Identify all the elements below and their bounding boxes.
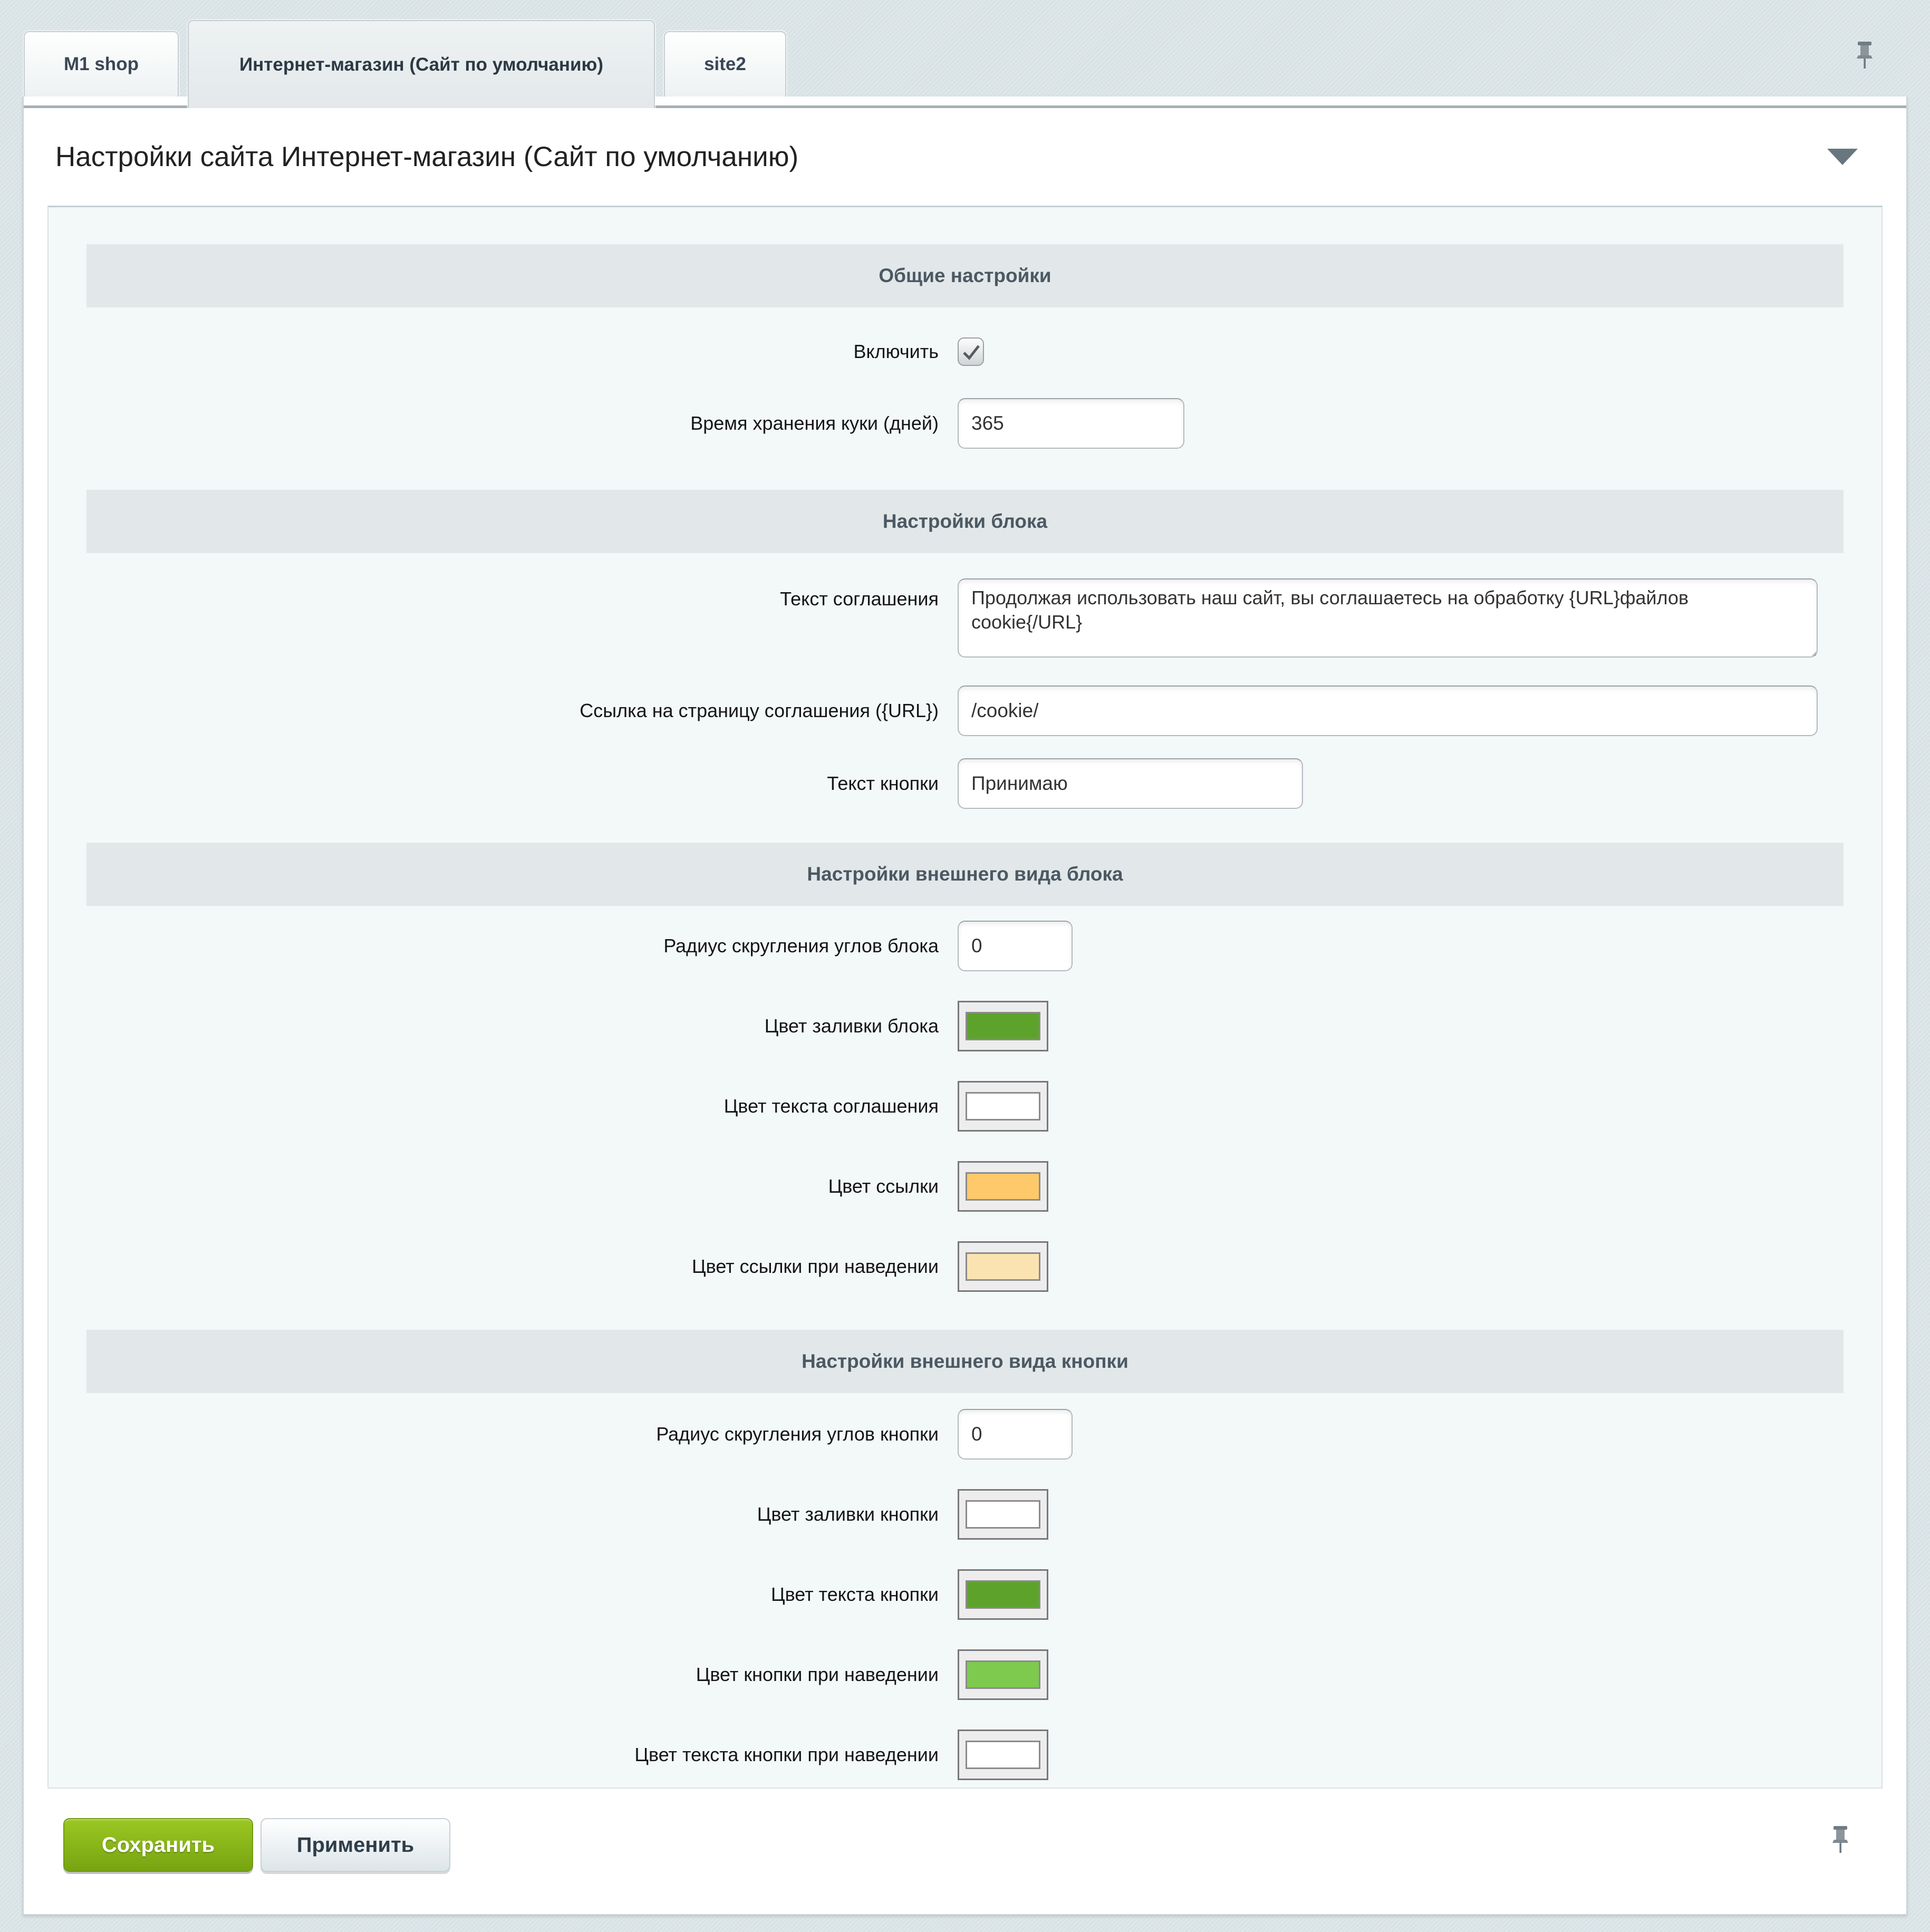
field-label: Цвет текста кнопки при наведении [634,1744,939,1765]
tab-m1-shop[interactable]: M1 shop [24,31,179,96]
settings-form: Общие настройки Включить Время хранения … [47,206,1883,1789]
apply-button[interactable]: Применить [260,1818,450,1872]
pin-icon[interactable] [1854,41,1875,76]
field-row-enable: Включить [86,326,1844,377]
page-title: Настройки сайта Интернет-магазин (Сайт п… [55,141,799,172]
color-chip [966,1252,1040,1281]
field-label: Цвет ссылки [828,1175,939,1197]
field-row-link-color: Цвет ссылки [86,1161,1844,1212]
section-header-button-appearance: Настройки внешнего вида кнопки [86,1330,1844,1393]
button-text-color-picker[interactable] [958,1569,1048,1620]
button-text-hover-color-picker[interactable] [958,1730,1048,1780]
field-row-agreement-text-color: Цвет текста соглашения [86,1081,1844,1132]
color-chip [966,1660,1040,1689]
button-text-input[interactable] [958,758,1303,809]
form-footer: Сохранить Применить [24,1789,1906,1914]
cookie-days-input[interactable] [958,398,1184,449]
save-button[interactable]: Сохранить [63,1818,253,1872]
tab-internet-magazin[interactable]: Интернет-магазин (Сайт по умолчанию) [187,20,655,108]
link-hover-color-picker[interactable] [958,1241,1048,1292]
chevron-down-icon[interactable] [1827,149,1858,165]
agreement-link-input[interactable] [958,685,1818,736]
button-hover-color-picker[interactable] [958,1649,1048,1700]
color-chip [966,1012,1040,1040]
button-fill-color-picker[interactable] [958,1489,1048,1540]
tab-label: Интернет-магазин (Сайт по умолчанию) [239,54,604,75]
tab-label: M1 shop [64,54,139,74]
field-row-agreement-text: Текст соглашения Продолжая использовать … [86,578,1844,660]
field-label: Радиус скругления углов блока [663,935,939,957]
color-chip [966,1172,1040,1201]
field-label: Цвет ссылки при наведении [691,1255,939,1277]
field-row-button-hover-color: Цвет кнопки при наведении [86,1649,1844,1700]
section-title: Настройки внешнего вида кнопки [802,1350,1128,1372]
field-row-link-hover-color: Цвет ссылки при наведении [86,1241,1844,1292]
section-header-block: Настройки блока [86,490,1844,553]
field-row-cookie-days: Время хранения куки (дней) [86,398,1844,449]
field-label: Цвет заливки кнопки [757,1503,939,1525]
link-color-picker[interactable] [958,1161,1048,1212]
pin-icon[interactable] [1830,1825,1851,1861]
settings-panel: Настройки сайта Интернет-магазин (Сайт п… [23,96,1907,1915]
field-row-block-fill-color: Цвет заливки блока [86,1001,1844,1051]
section-header-general: Общие настройки [86,244,1844,307]
section-title: Общие настройки [879,265,1051,286]
section-title: Настройки блока [882,510,1048,532]
section-header-block-appearance: Настройки внешнего вида блока [86,843,1844,906]
tab-site2[interactable]: site2 [664,31,786,96]
field-row-button-radius: Радиус скругления углов кнопки [86,1409,1844,1460]
site-tab-strip: M1 shop Интернет-магазин (Сайт по умолча… [0,0,1930,108]
field-row-block-radius: Радиус скругления углов блока [86,921,1844,971]
block-fill-color-picker[interactable] [958,1001,1048,1051]
field-label: Цвет текста соглашения [723,1095,939,1117]
button-radius-input[interactable] [958,1409,1073,1460]
field-row-button-fill-color: Цвет заливки кнопки [86,1489,1844,1540]
section-title: Настройки внешнего вида блока [807,863,1123,885]
color-chip [966,1092,1040,1120]
color-chip [966,1580,1040,1609]
agreement-text-color-picker[interactable] [958,1081,1048,1132]
block-radius-input[interactable] [958,921,1073,971]
field-label: Цвет заливки блока [764,1015,939,1037]
field-label: Текст соглашения [780,588,939,610]
check-icon [963,345,980,360]
color-chip [966,1741,1040,1769]
enable-checkbox[interactable] [958,337,984,366]
field-label: Ссылка на страницу соглашения ({URL}) [580,700,939,721]
field-row-agreement-link: Ссылка на страницу соглашения ({URL}) [86,685,1844,736]
tab-label: site2 [704,54,746,74]
agreement-text-textarea[interactable]: Продолжая использовать наш сайт, вы согл… [958,578,1818,658]
field-label: Включить [853,341,939,362]
field-label: Текст кнопки [827,772,939,794]
field-row-button-text-color: Цвет текста кнопки [86,1569,1844,1620]
color-chip [966,1500,1040,1529]
field-label: Время хранения куки (дней) [690,412,939,434]
field-label: Цвет текста кнопки [770,1583,939,1605]
field-row-button-text-hover-color: Цвет текста кнопки при наведении [86,1730,1844,1780]
field-label: Цвет кнопки при наведении [696,1664,939,1685]
field-row-button-text: Текст кнопки [86,758,1844,809]
field-label: Радиус скругления углов кнопки [656,1423,939,1445]
panel-header: Настройки сайта Интернет-магазин (Сайт п… [24,108,1906,206]
